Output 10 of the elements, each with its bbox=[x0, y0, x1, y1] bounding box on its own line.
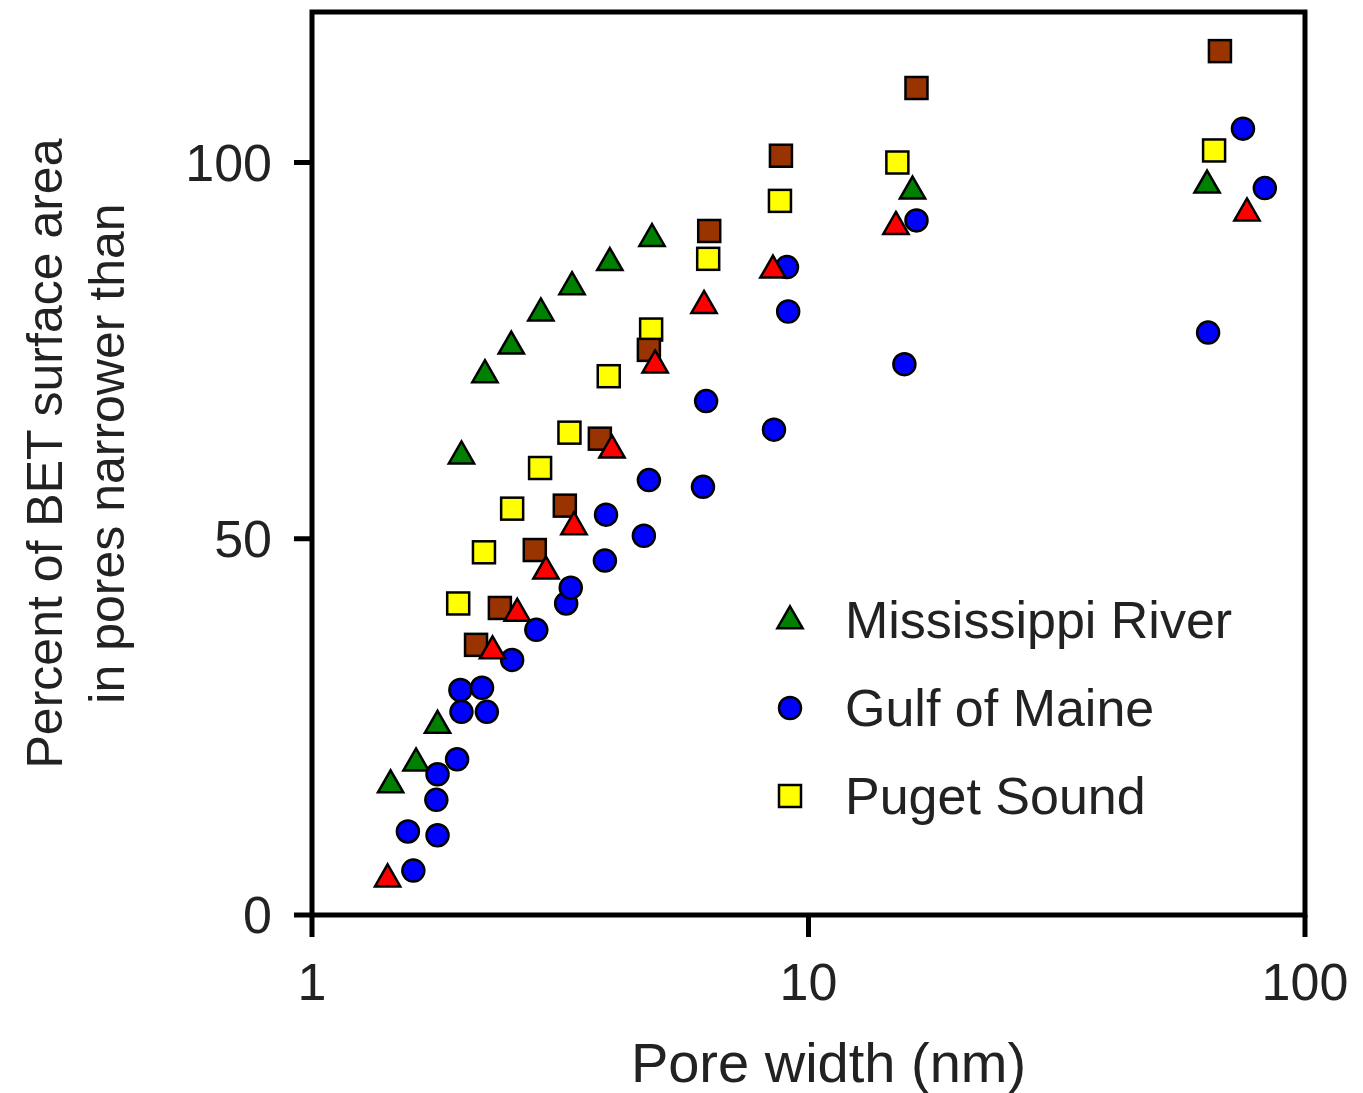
x-tick-label: 1 bbox=[297, 953, 327, 1011]
y-tick-label: 50 bbox=[214, 509, 272, 568]
y-tick-label: 0 bbox=[243, 886, 272, 945]
y-tick-label: 100 bbox=[185, 133, 272, 192]
legend-label: Gulf of Maine bbox=[845, 679, 1155, 738]
legend-label: Mississippi River bbox=[845, 591, 1233, 650]
x-tick-label: 100 bbox=[1261, 953, 1349, 1011]
legend-label: Puget Sound bbox=[845, 767, 1146, 826]
x-tick-label: 10 bbox=[779, 953, 838, 1011]
y-axis-title: Percent of BET surface area in pores narrower than bbox=[17, 138, 135, 769]
